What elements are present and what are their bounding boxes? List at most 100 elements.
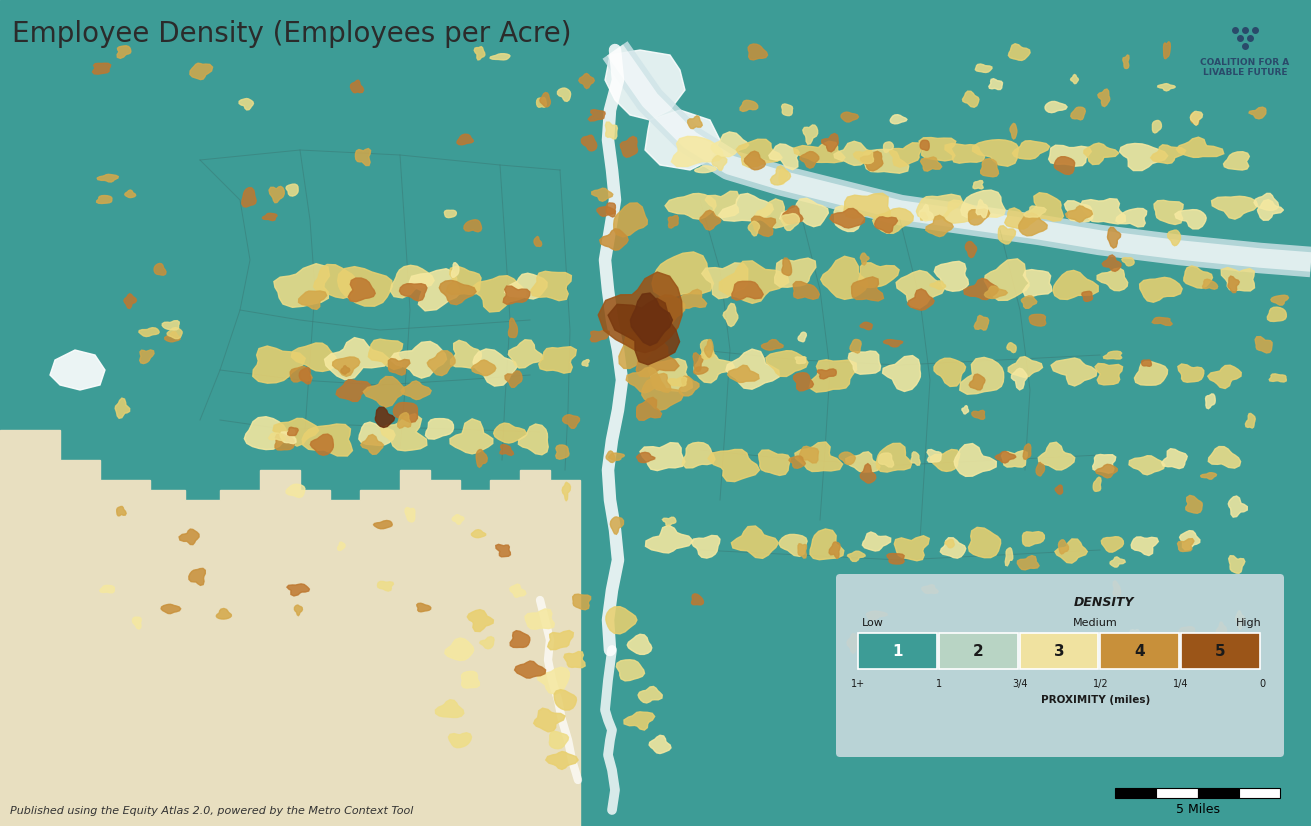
Polygon shape: [1097, 89, 1110, 107]
Polygon shape: [401, 381, 431, 400]
Polygon shape: [505, 371, 522, 387]
Polygon shape: [545, 752, 578, 770]
Text: 5 Miles: 5 Miles: [1176, 803, 1219, 816]
Polygon shape: [1122, 258, 1134, 266]
Polygon shape: [239, 98, 253, 110]
Polygon shape: [1184, 266, 1213, 288]
Polygon shape: [1190, 112, 1200, 125]
Polygon shape: [627, 634, 652, 654]
Polygon shape: [768, 144, 800, 170]
Polygon shape: [389, 341, 447, 378]
Text: 4: 4: [1134, 643, 1145, 658]
Polygon shape: [1120, 144, 1168, 170]
Polygon shape: [927, 449, 941, 463]
Polygon shape: [380, 414, 427, 451]
Polygon shape: [960, 358, 1004, 394]
Polygon shape: [1017, 556, 1040, 570]
Polygon shape: [624, 712, 654, 730]
Polygon shape: [1134, 361, 1168, 385]
Polygon shape: [802, 125, 818, 145]
Polygon shape: [590, 330, 610, 342]
Polygon shape: [0, 430, 579, 826]
Bar: [1156, 788, 1197, 798]
Polygon shape: [1023, 444, 1030, 459]
Polygon shape: [1108, 227, 1121, 248]
Polygon shape: [652, 252, 713, 297]
Polygon shape: [998, 225, 1016, 244]
Polygon shape: [1162, 449, 1188, 468]
Polygon shape: [962, 91, 979, 107]
Polygon shape: [499, 444, 514, 455]
Polygon shape: [475, 46, 485, 60]
Polygon shape: [1207, 365, 1242, 388]
Polygon shape: [1228, 496, 1247, 517]
Polygon shape: [846, 452, 880, 472]
Polygon shape: [749, 44, 767, 60]
Polygon shape: [472, 360, 496, 376]
Polygon shape: [548, 630, 573, 650]
Polygon shape: [467, 610, 493, 632]
Polygon shape: [589, 110, 606, 121]
Polygon shape: [969, 374, 985, 390]
Polygon shape: [793, 373, 813, 391]
Text: 3: 3: [1054, 643, 1065, 658]
Polygon shape: [1142, 360, 1151, 367]
Polygon shape: [125, 190, 135, 197]
Polygon shape: [117, 45, 131, 59]
Polygon shape: [766, 351, 808, 377]
Polygon shape: [100, 586, 114, 593]
Polygon shape: [163, 320, 180, 330]
Polygon shape: [397, 413, 410, 428]
Polygon shape: [822, 134, 838, 152]
Text: 1: 1: [893, 643, 903, 658]
Bar: [1239, 788, 1280, 798]
Polygon shape: [325, 338, 389, 380]
Polygon shape: [954, 444, 996, 477]
Polygon shape: [863, 532, 890, 551]
Polygon shape: [859, 263, 899, 287]
Polygon shape: [311, 434, 333, 455]
Polygon shape: [1055, 485, 1063, 494]
Polygon shape: [751, 216, 776, 236]
Polygon shape: [1055, 539, 1087, 563]
Polygon shape: [616, 660, 645, 681]
Polygon shape: [338, 542, 345, 550]
Polygon shape: [1163, 41, 1171, 59]
Polygon shape: [1185, 496, 1202, 513]
Polygon shape: [965, 241, 977, 258]
Polygon shape: [1151, 145, 1185, 164]
Polygon shape: [692, 594, 704, 605]
Polygon shape: [1004, 208, 1037, 229]
Polygon shape: [779, 169, 788, 184]
Polygon shape: [834, 206, 864, 231]
Polygon shape: [1152, 121, 1162, 133]
Polygon shape: [115, 398, 130, 418]
Polygon shape: [829, 542, 840, 558]
FancyBboxPatch shape: [836, 574, 1283, 757]
Polygon shape: [361, 434, 383, 454]
Polygon shape: [969, 527, 1000, 558]
Polygon shape: [604, 50, 686, 120]
Polygon shape: [1190, 112, 1202, 126]
Polygon shape: [606, 606, 637, 634]
Polygon shape: [798, 332, 806, 342]
Polygon shape: [472, 529, 485, 538]
Polygon shape: [667, 377, 687, 386]
Polygon shape: [140, 350, 153, 363]
Polygon shape: [132, 617, 142, 629]
Polygon shape: [907, 289, 935, 311]
Polygon shape: [451, 340, 481, 368]
Polygon shape: [262, 213, 277, 221]
Polygon shape: [610, 517, 624, 534]
Polygon shape: [1180, 530, 1200, 550]
Polygon shape: [165, 331, 180, 342]
Polygon shape: [290, 367, 312, 382]
Polygon shape: [608, 298, 679, 365]
Polygon shape: [701, 263, 747, 299]
Polygon shape: [781, 258, 792, 276]
Polygon shape: [452, 515, 464, 525]
Polygon shape: [287, 427, 298, 435]
Polygon shape: [1113, 581, 1121, 596]
Polygon shape: [985, 259, 1029, 301]
Polygon shape: [671, 136, 724, 167]
